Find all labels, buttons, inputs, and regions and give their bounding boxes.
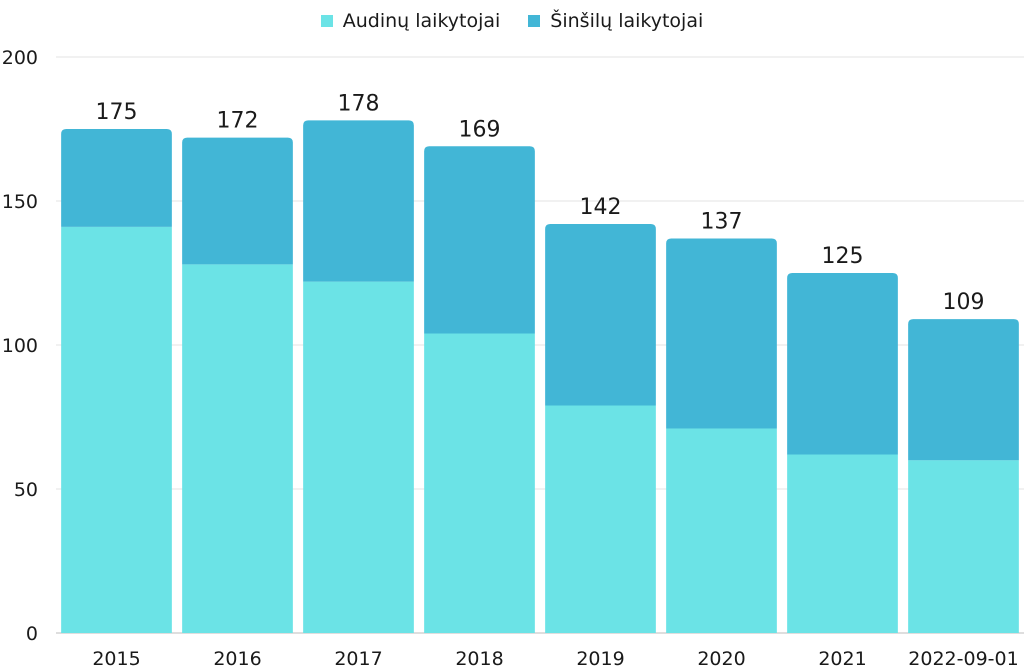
bar-total-label: 178 [338,91,380,116]
bar-segment-2016-series0[interactable] [182,264,293,633]
bar-total-label: 169 [459,117,501,142]
legend-item-sinsilu[interactable]: Šinšilų laikytojai [528,10,703,32]
y-tick-label: 200 [2,47,38,69]
bar-segment-2018-series0[interactable] [424,333,535,633]
legend-swatch-sinsilu [528,15,541,27]
bar-total-label: 109 [943,290,985,315]
bar-segment-2022-09-01-series0[interactable] [908,460,1019,633]
x-tick-label: 2021 [818,648,866,670]
y-tick-label: 50 [14,479,38,501]
bar-total-label: 142 [580,195,622,220]
x-tick-label: 2017 [334,648,382,670]
legend-item-audinu[interactable]: Audinų laikytojai [320,10,501,32]
x-tick-label: 2015 [92,648,140,670]
legend-label-sinsilu: Šinšilų laikytojai [550,10,704,32]
bar-segment-2015-series1[interactable] [61,129,172,227]
bar-segment-2016-series1[interactable] [182,137,293,265]
bar-segment-2017-series0[interactable] [303,281,414,633]
bar-segment-2021-series0[interactable] [787,454,898,633]
bar-total-label: 175 [96,100,138,125]
y-tick-label: 100 [2,335,38,357]
bar-segment-2020-series1[interactable] [666,238,777,429]
legend-label-audinu: Audinų laikytojai [342,10,501,32]
bar-total-label: 125 [822,244,864,269]
x-tick-label: 2018 [455,648,503,670]
bar-segment-2020-series0[interactable] [666,428,777,633]
bar-segment-2019-series1[interactable] [545,224,656,406]
x-tick-label: 2019 [576,648,624,670]
legend-swatch-audinu [320,15,333,27]
bar-total-label: 172 [217,109,259,134]
x-tick-label: 2022-09-01 [908,648,1018,670]
bar-segment-2022-09-01-series1[interactable] [908,319,1019,461]
y-tick-label: 150 [2,191,38,213]
bar-segment-2019-series0[interactable] [545,405,656,633]
x-tick-label: 2020 [697,648,745,670]
chart-legend: Audinų laikytojai Šinšilų laikytojai [0,6,1024,36]
bar-segment-2015-series0[interactable] [61,226,172,634]
y-tick-label: 0 [26,623,38,645]
bar-total-label: 137 [701,209,743,234]
bar-segment-2017-series1[interactable] [303,120,414,282]
bar-segment-2021-series1[interactable] [787,273,898,455]
x-tick-label: 2016 [213,648,261,670]
bar-segment-2018-series1[interactable] [424,146,535,334]
